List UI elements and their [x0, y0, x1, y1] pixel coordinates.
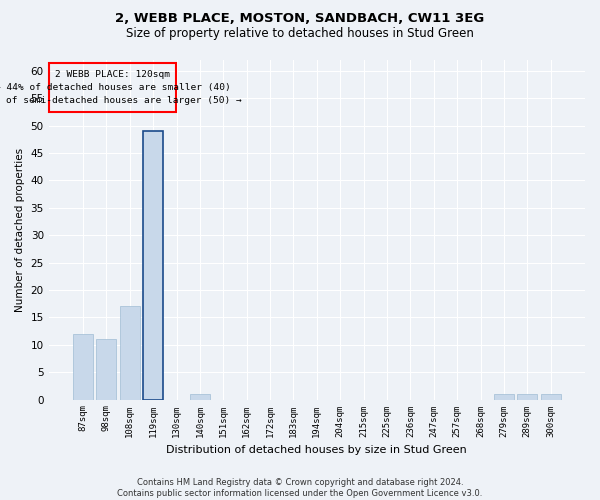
Bar	[541, 394, 560, 400]
Text: Size of property relative to detached houses in Stud Green: Size of property relative to detached ho…	[126, 28, 474, 40]
Bar	[97, 340, 116, 400]
Text: Contains HM Land Registry data © Crown copyright and database right 2024.
Contai: Contains HM Land Registry data © Crown c…	[118, 478, 482, 498]
Bar	[190, 394, 210, 400]
Bar	[73, 334, 93, 400]
Bar	[517, 394, 537, 400]
Text: 2 WEBB PLACE: 120sqm
← 44% of detached houses are smaller (40)
55% of semi-detac: 2 WEBB PLACE: 120sqm ← 44% of detached h…	[0, 70, 242, 105]
Bar	[143, 131, 163, 400]
X-axis label: Distribution of detached houses by size in Stud Green: Distribution of detached houses by size …	[166, 445, 467, 455]
Text: 2, WEBB PLACE, MOSTON, SANDBACH, CW11 3EG: 2, WEBB PLACE, MOSTON, SANDBACH, CW11 3E…	[115, 12, 485, 26]
Bar	[120, 306, 140, 400]
Bar	[494, 394, 514, 400]
Y-axis label: Number of detached properties: Number of detached properties	[15, 148, 25, 312]
